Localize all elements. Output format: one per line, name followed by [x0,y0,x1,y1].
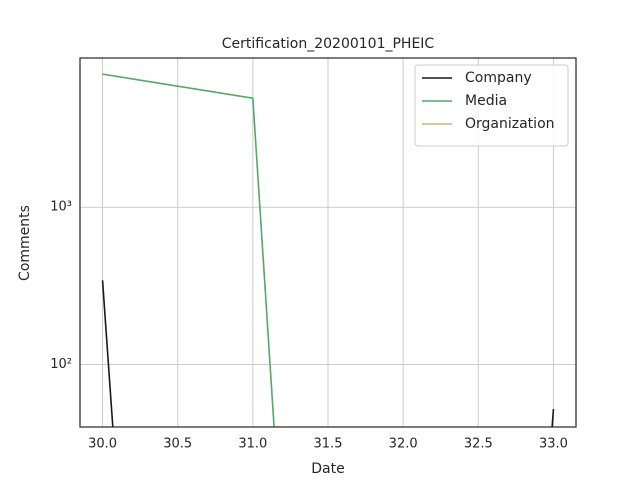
x-tick-label: 32.0 [389,437,418,452]
x-tick-label: 32.5 [464,437,493,452]
x-tick-label: 33.0 [539,437,568,452]
legend: Company Media Organization [414,64,569,147]
x-tick-label: 30.0 [88,437,117,452]
x-tick-label: 31.5 [314,437,343,452]
chart-title: Certification_20200101_PHEIC [222,36,435,52]
x-tick-label: 30.5 [163,437,192,452]
legend-label: Organization [465,116,555,132]
y-axis-label: Comments [17,205,33,281]
legend-label: Company [465,70,532,86]
plot-area [101,73,555,427]
x-tick-label: 31.0 [238,437,267,452]
legend-label: Media [465,93,507,109]
grid [80,58,576,427]
y-tick-label: 10² [50,357,72,372]
axes-frame [79,57,577,428]
legend-box [414,64,569,147]
x-axis-label: Date [311,461,344,477]
y-tick-label: 10³ [50,200,72,215]
data-line [102,73,275,427]
